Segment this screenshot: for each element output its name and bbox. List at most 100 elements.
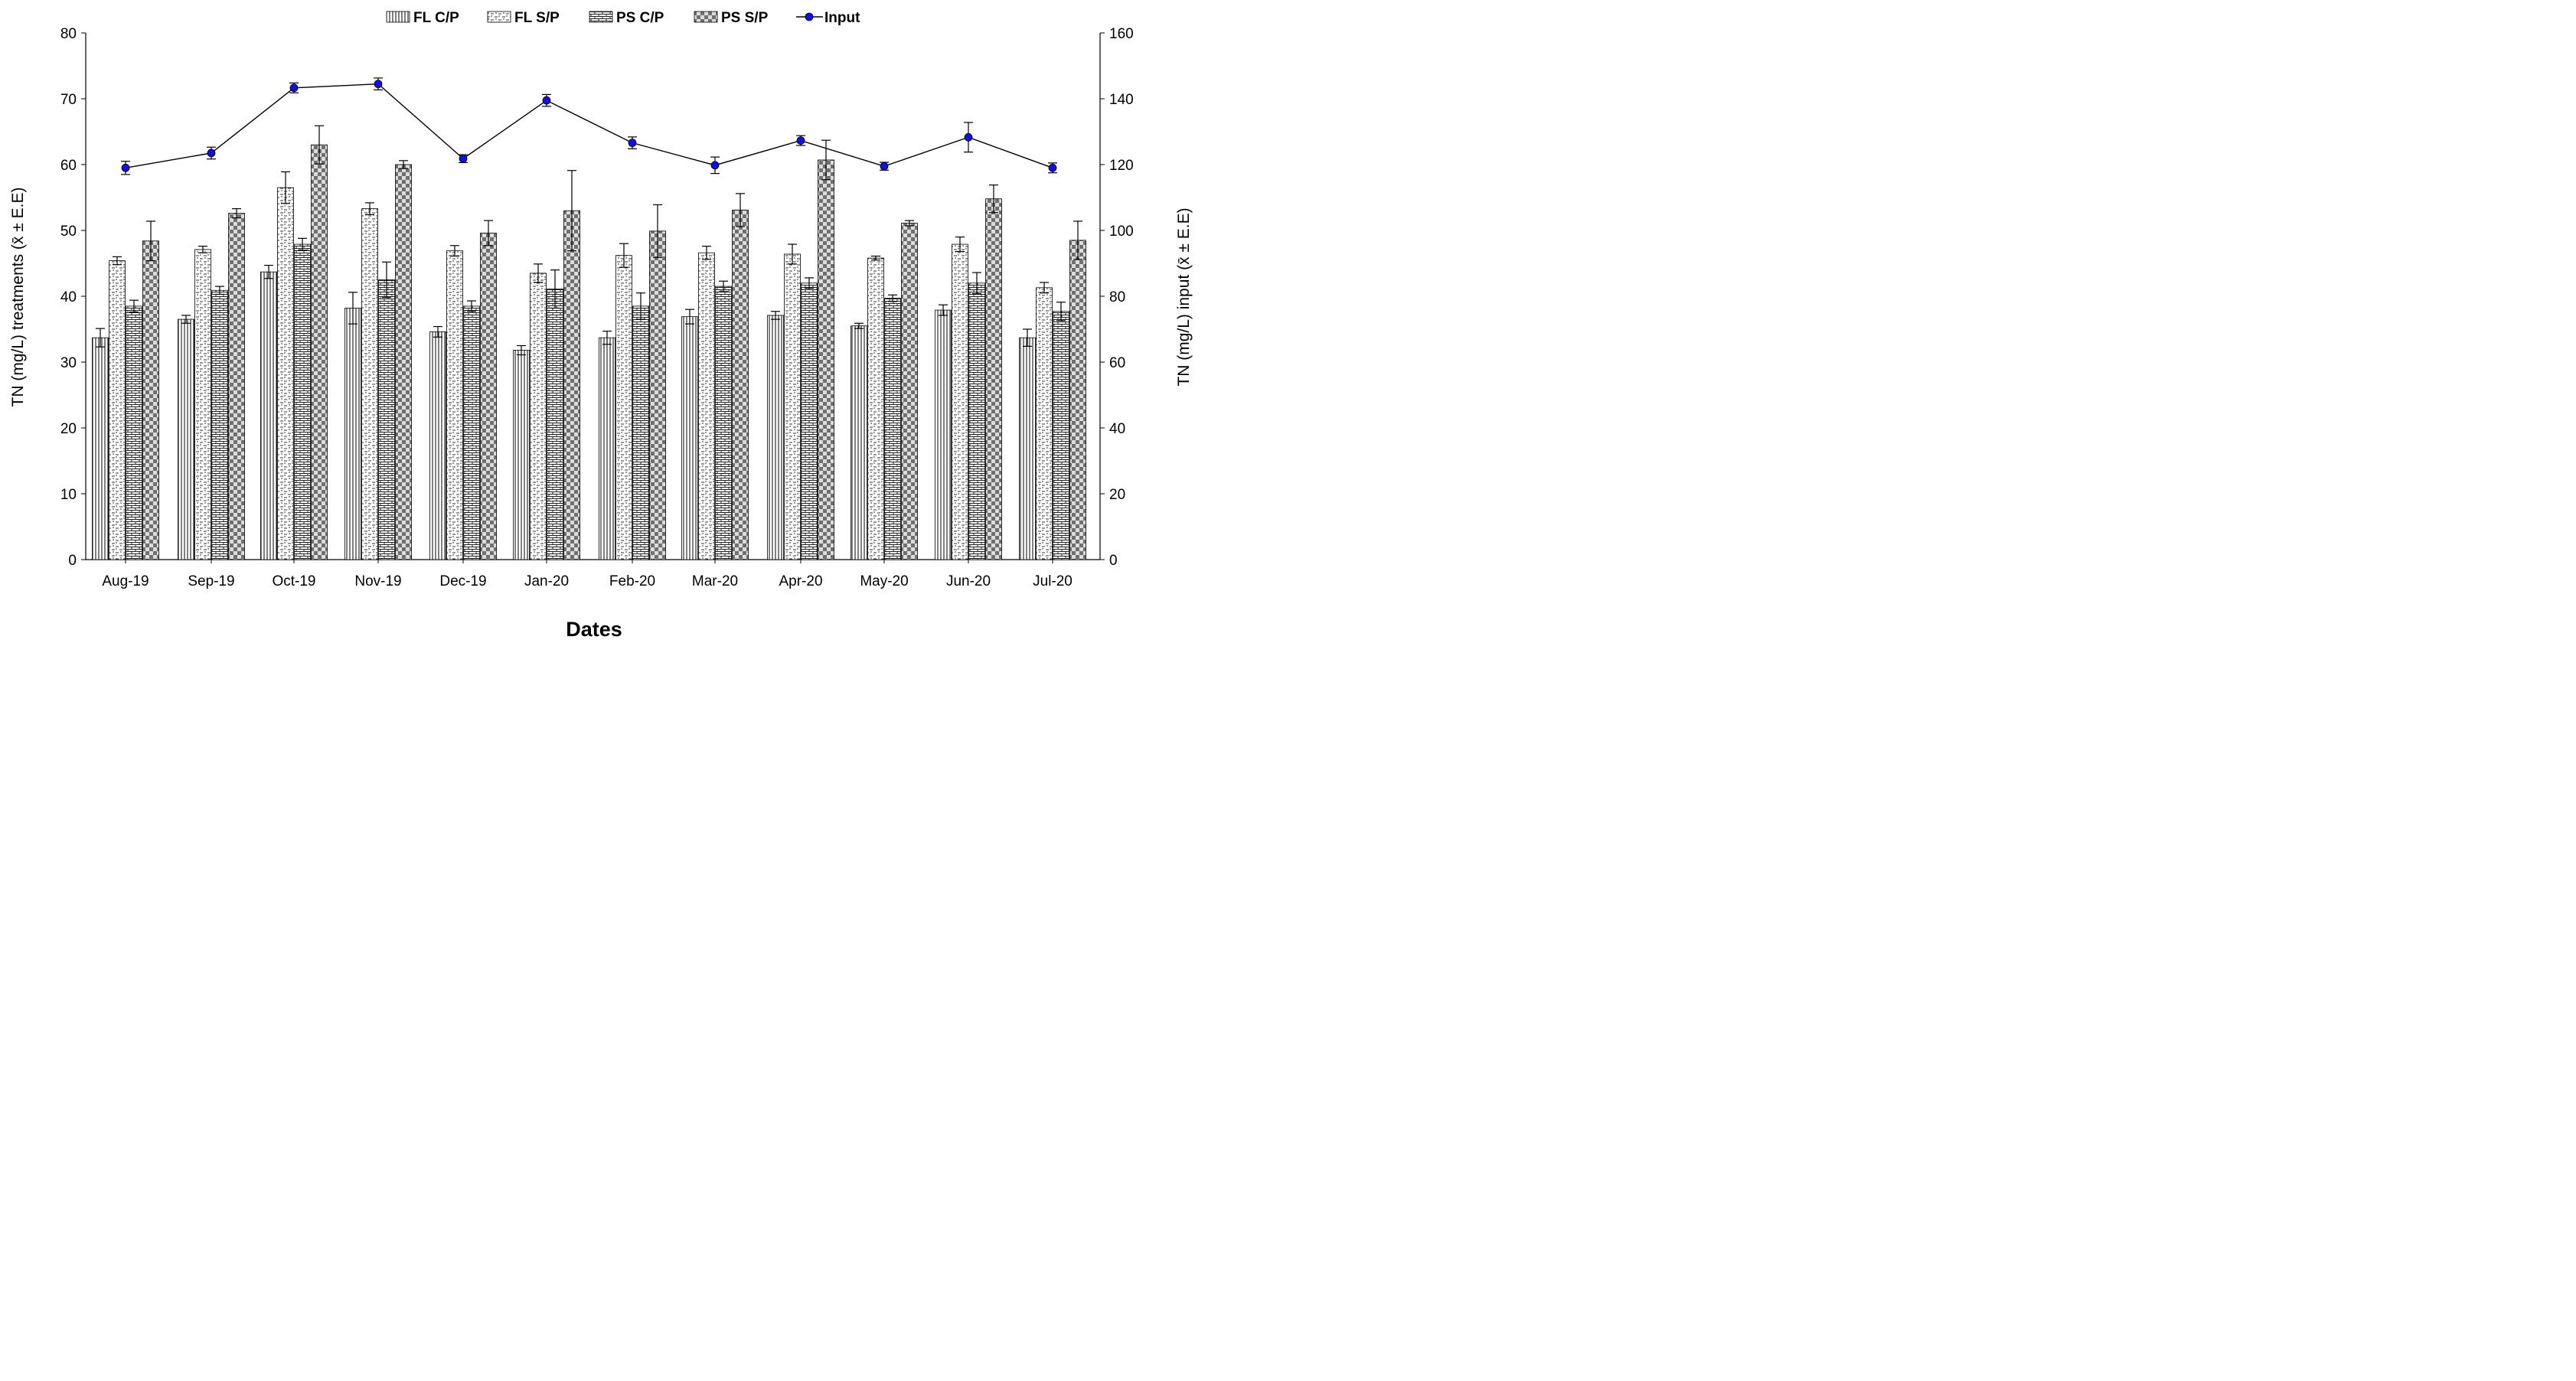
y2-tick-label: 60 — [1109, 355, 1125, 371]
bar-fl-c-p — [681, 316, 698, 560]
x-axis-ticks: Aug-19 Sep-19 Oct-19 Nov-19 Dec-19 Jan-20 Feb-… — [102, 560, 1073, 589]
bar-fl-c-p — [92, 337, 109, 560]
bar-ps-s-p — [985, 198, 1002, 560]
bar-fl-c-p — [599, 337, 615, 560]
input-point — [1048, 163, 1057, 172]
bar-fl-s-p — [867, 257, 884, 560]
legend: FL C/P FL S/P PS C/P PS S/P Input — [386, 10, 860, 26]
input-point — [628, 139, 637, 148]
bar-ps-c-p — [378, 279, 395, 560]
y-tick-label: 60 — [60, 158, 77, 174]
x-tick-label: Jun-20 — [946, 573, 991, 589]
bar-ps-c-p — [801, 282, 818, 560]
y-tick-label: 0 — [68, 553, 77, 569]
input-point — [374, 80, 383, 89]
bar-ps-s-p — [142, 240, 159, 560]
x-tick-label: Sep-19 — [188, 573, 234, 589]
left-axis-ticks: 0 10 20 30 40 50 60 70 80 — [60, 26, 86, 569]
bar-ps-s-p — [732, 209, 749, 560]
bar-fl-s-p — [530, 273, 547, 560]
bar-ps-c-p — [968, 282, 985, 560]
bar-fl-c-p — [178, 318, 194, 560]
legend-label: PS C/P — [616, 10, 664, 26]
bar-fl-c-p — [851, 325, 867, 560]
x-tick-label: Jul-20 — [1033, 573, 1073, 589]
x-axis-title: Dates — [566, 618, 622, 641]
bar-fl-s-p — [1036, 287, 1053, 560]
bar-series-group — [92, 125, 1086, 560]
y2-tick-label: 20 — [1109, 487, 1125, 503]
y-tick-label: 20 — [60, 421, 77, 437]
y2-tick-label: 120 — [1109, 158, 1134, 174]
bar-ps-s-p — [818, 159, 834, 560]
x-tick-label: Mar-20 — [692, 573, 738, 589]
x-tick-label: Aug-19 — [102, 573, 149, 589]
bar-ps-s-p — [563, 210, 580, 560]
x-tick-label: Oct-19 — [272, 573, 315, 589]
bar-fl-c-p — [344, 308, 361, 560]
legend-label: Input — [824, 10, 860, 26]
x-tick-label: Feb-20 — [609, 573, 655, 589]
bar-fl-s-p — [277, 187, 294, 560]
y-tick-label: 50 — [60, 224, 77, 240]
bar-fl-c-p — [935, 309, 952, 560]
bar-ps-c-p — [1053, 311, 1069, 560]
input-point — [542, 96, 551, 105]
bar-ps-c-p — [547, 289, 563, 560]
legend-swatch-input-marker — [805, 12, 814, 21]
bar-fl-s-p — [952, 243, 968, 560]
input-point — [880, 162, 889, 171]
bar-fl-s-p — [194, 249, 211, 560]
y-tick-label: 80 — [60, 26, 77, 42]
bar-fl-s-p — [446, 250, 463, 560]
bar-fl-c-p — [429, 331, 446, 560]
input-line-group — [121, 77, 1057, 175]
y-tick-label: 30 — [60, 355, 77, 371]
legend-swatch-ps-s-p — [694, 11, 718, 23]
bar-ps-s-p — [649, 230, 666, 560]
input-point — [964, 132, 973, 142]
bar-fl-c-p — [260, 271, 277, 560]
bar-ps-c-p — [463, 305, 480, 560]
y-axis-title: TN (mg/L) treatments (x̄ ± E.E) — [9, 188, 27, 407]
y2-tick-label: 0 — [1109, 553, 1118, 569]
y-tick-label: 70 — [60, 92, 77, 108]
x-tick-label: Nov-19 — [354, 573, 401, 589]
y2-tick-label: 40 — [1109, 421, 1125, 437]
input-line — [125, 83, 1053, 168]
input-point — [459, 154, 468, 163]
bar-ps-c-p — [632, 305, 649, 560]
y2-axis-title: TN (mg/L) input (x̄ ± E.E) — [1175, 207, 1193, 386]
bar-ps-s-p — [901, 223, 918, 560]
input-point — [121, 163, 130, 172]
legend-label: PS S/P — [721, 10, 769, 26]
bar-fl-s-p — [698, 252, 715, 560]
y2-tick-label: 100 — [1109, 224, 1134, 240]
bar-ps-s-p — [228, 213, 245, 560]
bar-fl-c-p — [1019, 337, 1036, 560]
legend-swatch-ps-c-p — [589, 11, 613, 23]
bar-fl-c-p — [513, 350, 530, 560]
legend-swatch-fl-s-p — [487, 11, 511, 23]
right-axis-ticks: 0 20 40 60 80 100 120 140 160 — [1100, 26, 1134, 569]
input-point — [796, 136, 805, 145]
bar-fl-s-p — [109, 260, 126, 560]
bar-fl-c-p — [767, 315, 784, 560]
y-tick-label: 40 — [60, 289, 77, 305]
bar-ps-s-p — [1069, 240, 1086, 560]
bar-ps-c-p — [715, 286, 732, 560]
bar-ps-s-p — [311, 144, 328, 560]
x-tick-label: Apr-20 — [779, 573, 822, 589]
input-point — [289, 83, 299, 93]
bar-ps-c-p — [884, 298, 901, 560]
bar-ps-s-p — [480, 233, 497, 560]
x-tick-label: May-20 — [860, 573, 908, 589]
x-tick-label: Dec-19 — [439, 573, 486, 589]
bar-ps-c-p — [211, 289, 228, 560]
legend-swatch-fl-c-p — [386, 11, 410, 23]
bar-ps-c-p — [126, 305, 142, 560]
bar-ps-c-p — [294, 243, 311, 560]
input-point — [710, 161, 720, 170]
bar-fl-s-p — [784, 253, 801, 560]
